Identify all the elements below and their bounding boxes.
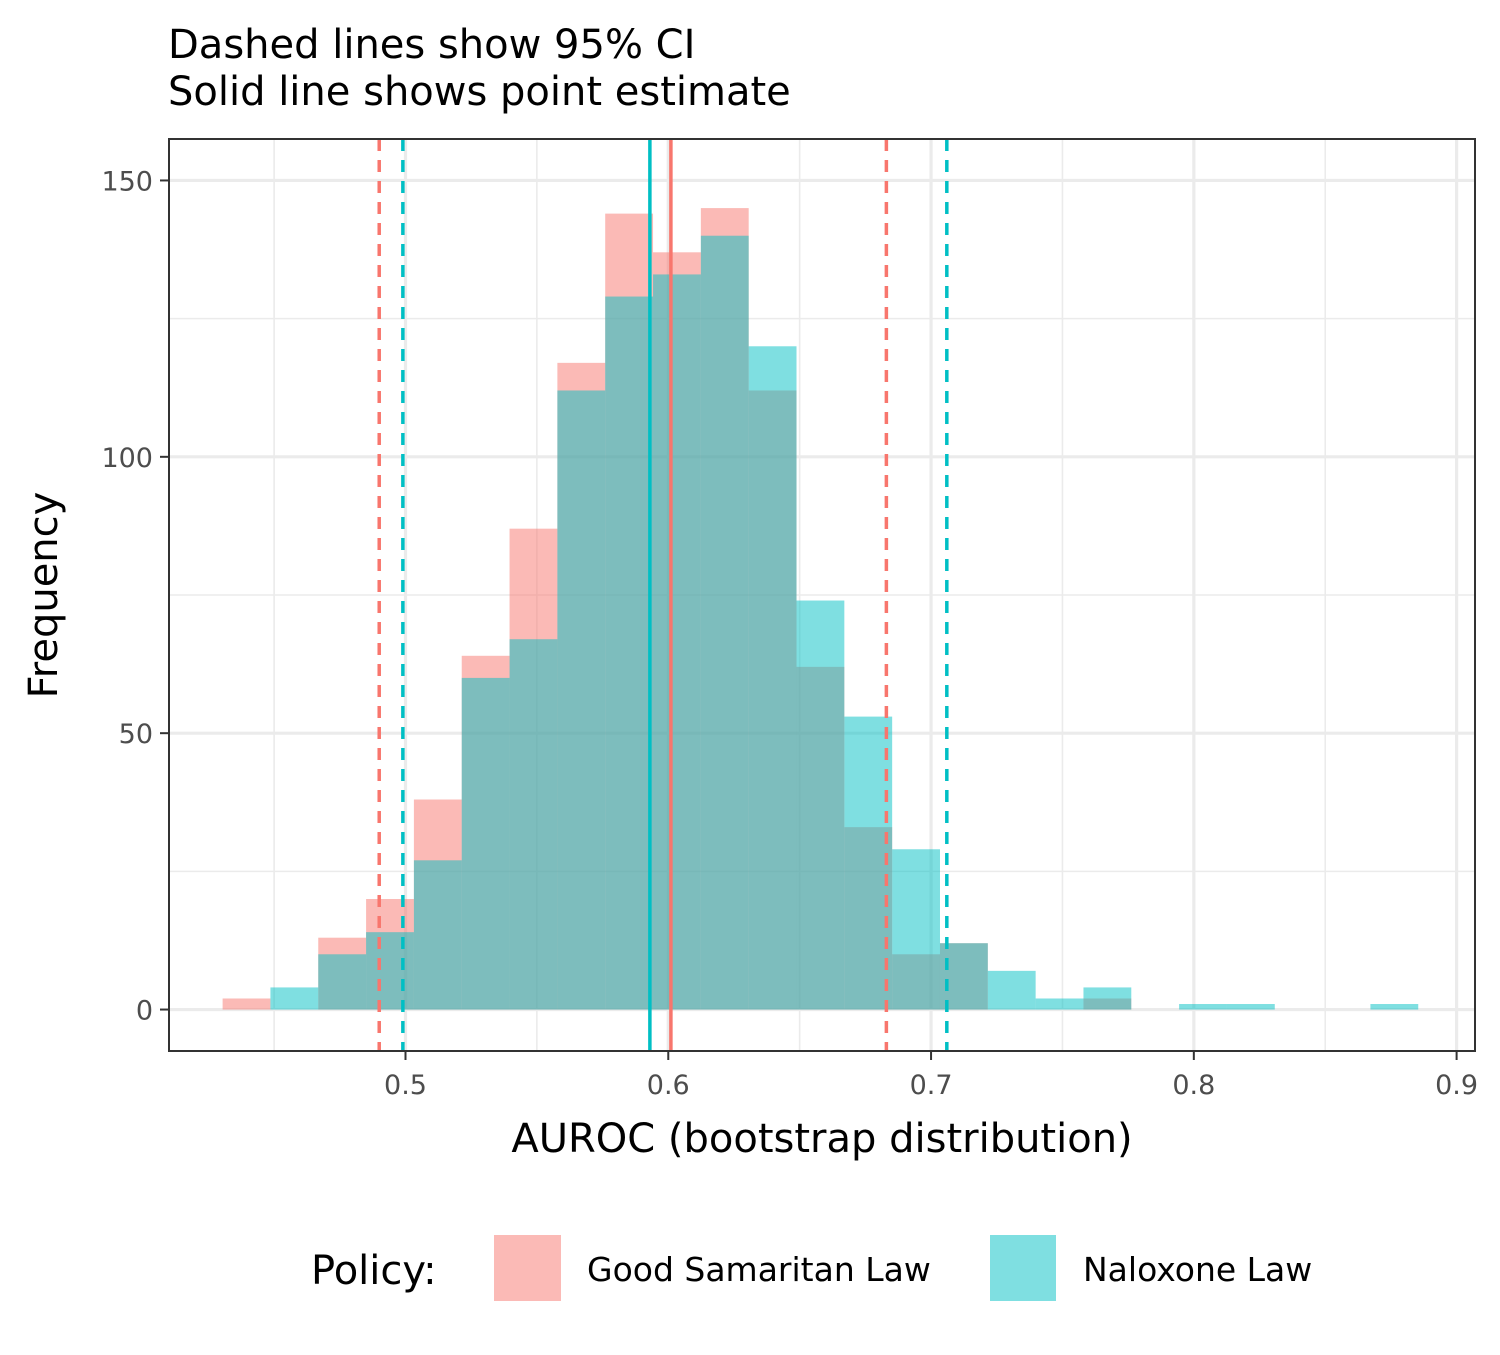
x-tick-label: 0.8 [1172, 1070, 1215, 1101]
estimate-and-ci-lines [377, 139, 949, 1051]
histogram-bar [1083, 987, 1132, 1010]
series-naloxone-law-bars [270, 235, 1419, 1010]
chart-title-line-1: Dashed lines show 95% CI [168, 22, 695, 68]
axes: 0.5 0.6 0.7 0.8 0.9 0 50 100 150 [101, 166, 1478, 1101]
legend-label-good-samaritan-law: Good Samaritan Law [587, 1250, 931, 1289]
histogram-bar [605, 296, 654, 1010]
histogram-bar [987, 970, 1036, 1010]
y-tick-label: 100 [101, 443, 153, 474]
y-axis-title: Frequency [21, 492, 67, 699]
histogram-bar [1179, 1004, 1227, 1010]
x-tick-label: 0.7 [910, 1070, 953, 1101]
histogram-bar [222, 998, 271, 1010]
plot-panel-border [168, 138, 1476, 1052]
histogram-bar [700, 235, 749, 1010]
y-tick-label: 150 [101, 166, 153, 197]
histogram-bar [748, 346, 797, 1010]
x-tick-label: 0.9 [1435, 1070, 1478, 1101]
histogram-bar [844, 716, 893, 1010]
x-tick-label: 0.5 [384, 1070, 427, 1101]
histogram-bar [413, 860, 462, 1010]
histogram-bar [939, 943, 988, 1010]
histogram-bar [892, 849, 940, 1010]
legend-label-naloxone-law: Naloxone Law [1083, 1250, 1312, 1289]
legend-key-naloxone-law [990, 1235, 1056, 1301]
y-tick-label: 0 [136, 996, 153, 1027]
histogram-bar [557, 390, 606, 1010]
histogram-bar [461, 677, 510, 1010]
histogram-bar [1226, 1004, 1275, 1010]
histogram-bar [509, 639, 558, 1010]
legend-title: Policy: [311, 1248, 437, 1294]
histogram-bar [270, 987, 319, 1010]
y-tick-label: 50 [119, 719, 153, 750]
chart-title-line-2: Solid line shows point estimate [168, 69, 791, 115]
histogram-bar [318, 954, 367, 1010]
legend-key-good-samaritan-law [494, 1235, 561, 1301]
histogram-bar [796, 600, 845, 1010]
x-tick-label: 0.6 [647, 1070, 690, 1101]
legend: Policy: Good Samaritan Law Naloxone Law [311, 1235, 1312, 1301]
histogram-bar [1370, 1004, 1419, 1010]
histogram-bar [1035, 998, 1084, 1010]
histogram-bar [366, 932, 414, 1010]
histogram-bar [653, 274, 701, 1010]
grid-lines [169, 139, 1475, 1051]
x-axis-title: AUROC (bootstrap distribution) [511, 1116, 1132, 1162]
